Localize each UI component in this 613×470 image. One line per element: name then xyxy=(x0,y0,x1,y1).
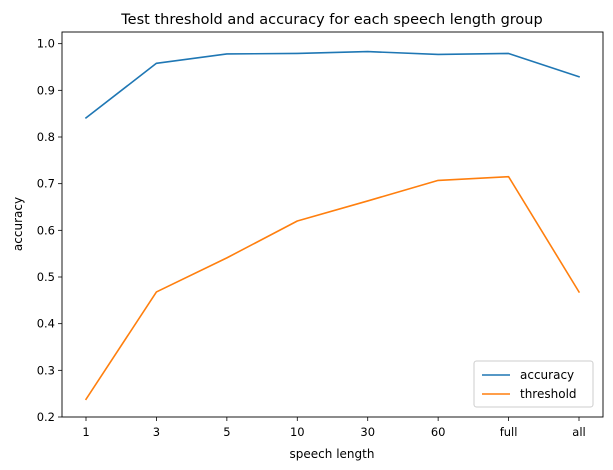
legend-label-accuracy: accuracy xyxy=(520,368,574,382)
legend-box xyxy=(473,360,594,408)
y-tick-label: 1.0 xyxy=(37,37,55,51)
y-axis-ticks: 0.2 0.3 0.4 0.5 0.6 0.7 0.8 0.9 1.0 xyxy=(37,37,62,424)
x-tick-label: 3 xyxy=(153,425,160,439)
x-tick-label: full xyxy=(500,425,518,439)
legend: accuracy threshold xyxy=(473,360,594,408)
series-layer xyxy=(84,50,581,401)
x-tick-label: all xyxy=(572,425,585,439)
x-tick-label: 60 xyxy=(431,425,446,439)
y-tick-label: 0.4 xyxy=(37,317,55,331)
series-line-accuracy xyxy=(84,50,581,119)
y-tick-label: 0.5 xyxy=(37,270,55,284)
x-axis-label: speech length xyxy=(290,447,375,461)
legend-label-threshold: threshold xyxy=(520,387,577,401)
x-tick-label: 10 xyxy=(290,425,305,439)
y-tick-label: 0.8 xyxy=(37,130,55,144)
y-tick-label: 0.9 xyxy=(37,83,55,97)
x-axis-ticks: 1 3 5 10 30 60 full all xyxy=(82,417,586,439)
series-line-threshold xyxy=(84,175,581,401)
plot-frame xyxy=(61,31,604,418)
x-tick-label: 1 xyxy=(82,425,89,439)
y-axis-label: accuracy xyxy=(11,197,25,251)
x-tick-label: 5 xyxy=(223,425,230,439)
y-tick-label: 0.3 xyxy=(37,363,55,377)
x-tick-label: 30 xyxy=(360,425,375,439)
y-tick-label: 0.7 xyxy=(37,177,55,191)
chart-title: Test threshold and accuracy for each spe… xyxy=(120,12,542,28)
plot-area: 1 3 5 10 30 60 full all 0.20.30.40.50.60.70.80.… xyxy=(37,31,604,439)
y-tick-label: 0.2 xyxy=(37,410,55,424)
y-tick-label: 0.6 xyxy=(37,223,55,237)
